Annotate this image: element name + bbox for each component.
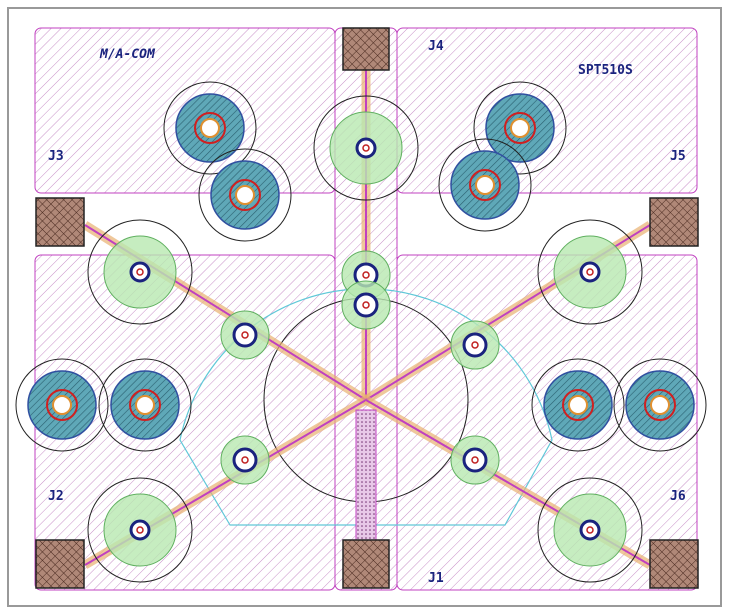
via-ring bbox=[464, 449, 486, 471]
artwork bbox=[16, 28, 706, 590]
disc-core bbox=[476, 176, 494, 194]
disc-core bbox=[53, 396, 71, 414]
port-label: J2 bbox=[48, 489, 64, 504]
connector-pad bbox=[650, 198, 698, 246]
page: M/A-COM SPT510S J1 J2 J3 J4 J5 J6 (() =>… bbox=[0, 0, 729, 614]
via-ring bbox=[131, 263, 149, 281]
via-ring bbox=[234, 324, 256, 346]
connector-pad bbox=[343, 28, 389, 70]
layout: M/A-COM SPT510S J1 J2 J3 J4 J5 J6 bbox=[0, 0, 729, 614]
via-ring bbox=[464, 334, 486, 356]
disc-core bbox=[236, 186, 254, 204]
port-label: J1 bbox=[428, 571, 444, 586]
disc-core bbox=[651, 396, 669, 414]
connector-pad bbox=[36, 540, 84, 588]
connector-pad bbox=[36, 198, 84, 246]
connector-pad bbox=[650, 540, 698, 588]
via-ring bbox=[234, 449, 256, 471]
port-label: J3 bbox=[48, 149, 64, 164]
disc-core bbox=[569, 396, 587, 414]
port-label: J4 bbox=[428, 39, 444, 54]
part-number: SPT510S bbox=[578, 63, 633, 78]
via-ring bbox=[355, 294, 377, 316]
connector-pad bbox=[343, 540, 389, 588]
port-label: J5 bbox=[670, 149, 686, 164]
via-ring bbox=[357, 139, 375, 157]
via-ring bbox=[581, 521, 599, 539]
output-strip bbox=[356, 410, 376, 540]
via-ring bbox=[131, 521, 149, 539]
logo: M/A-COM bbox=[99, 47, 156, 62]
disc-core bbox=[136, 396, 154, 414]
via-ring bbox=[581, 263, 599, 281]
disc-core bbox=[511, 119, 529, 137]
port-label: J6 bbox=[670, 489, 686, 504]
disc-core bbox=[201, 119, 219, 137]
